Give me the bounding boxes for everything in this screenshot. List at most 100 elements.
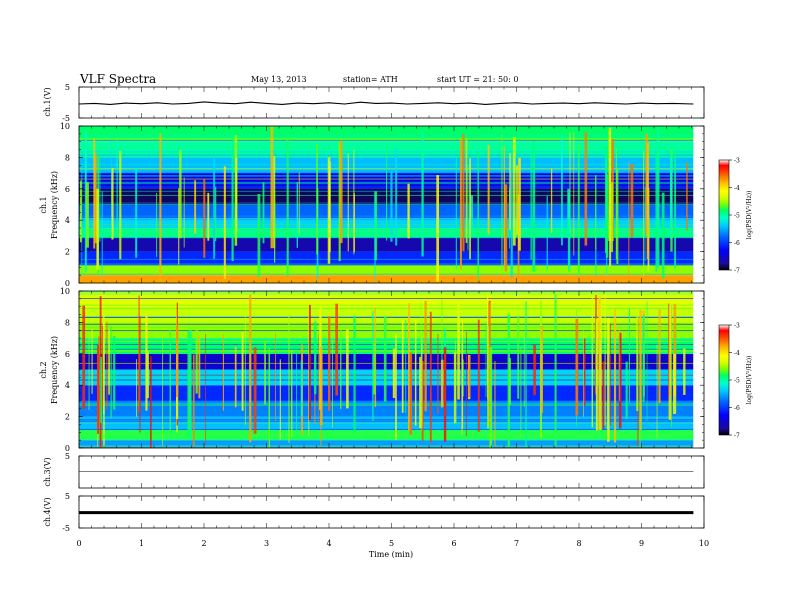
spectrogram-streak — [532, 141, 536, 272]
x-tick-label: 1 — [139, 539, 144, 548]
spectrogram-line — [79, 259, 694, 260]
x-tick-label: 7 — [514, 539, 519, 548]
colorbar-tick-label: -4 — [734, 185, 740, 192]
spectrogram-streak — [619, 332, 622, 429]
spectrogram-streak — [465, 139, 468, 243]
spectrogram-streak — [591, 297, 594, 428]
spectrogram-streak — [308, 301, 310, 437]
spectrogram-streak — [646, 300, 648, 421]
spectrogram-line — [79, 298, 694, 299]
y-tick-label: 0 — [65, 279, 70, 288]
spectrogram-band — [79, 306, 694, 323]
spectrogram-streak — [308, 304, 311, 421]
spectrogram-streak — [346, 329, 349, 409]
spectrogram-streak — [569, 131, 571, 240]
spectrogram-streak — [668, 303, 670, 396]
spectrogram-streak — [116, 139, 118, 230]
ch2-spectrogram-ylabel-frequency: Frequency (kHz) — [50, 336, 59, 404]
spectrogram-streak — [335, 303, 339, 396]
spectrogram-streak — [407, 183, 410, 239]
y-tick-label: 10 — [60, 122, 70, 131]
spectrogram-streak — [223, 166, 226, 279]
spectrogram-streak — [340, 330, 342, 410]
spectrogram-streak — [595, 318, 598, 431]
spectrogram-streak — [686, 162, 688, 231]
spectrogram-line — [79, 263, 694, 265]
y-tick-label: 5 — [65, 492, 70, 501]
spectrogram-streak — [462, 133, 465, 252]
spectrogram-streak — [674, 148, 677, 269]
spectrogram-streak — [421, 360, 424, 441]
spectrogram-streak — [253, 347, 257, 434]
ch1-colorbar: -3 -4 -5 -6 -7 log(PSD(V²/Hz)) — [718, 158, 753, 275]
spectrogram-streak — [683, 348, 686, 395]
spectrogram-streak — [401, 319, 404, 413]
spectrogram-streak — [525, 301, 527, 448]
x-tick-label: 0 — [76, 539, 81, 548]
spectrogram-line — [79, 139, 694, 141]
spectrogram-streak — [270, 126, 274, 249]
spectrogram-streak — [94, 154, 97, 244]
spectrogram-streak — [459, 139, 462, 270]
y-tick-label: 4 — [65, 381, 70, 390]
spectrogram-streak — [501, 134, 503, 271]
spectrogram-streak — [512, 136, 516, 246]
spectrogram-streak — [477, 152, 479, 281]
spectrogram-streak — [437, 333, 439, 415]
spectrogram-streak — [264, 340, 266, 405]
spectrogram-streak — [604, 292, 606, 426]
spectrogram-streak — [661, 192, 665, 279]
spectrogram-line — [79, 301, 694, 303]
spectrogram-line — [79, 422, 694, 424]
spectrogram-streak — [241, 331, 244, 411]
spectrogram-streak — [523, 337, 525, 407]
spectrogram-streak — [314, 321, 317, 395]
x-tick-label: 8 — [576, 539, 581, 548]
spectrogram-streak — [296, 349, 297, 435]
spectrogram-streak — [421, 338, 423, 428]
spectrogram-streak — [457, 302, 460, 400]
x-axis-title: Time (min) — [369, 550, 413, 559]
spectrogram-streak — [103, 319, 105, 448]
spectrogram-streak — [419, 356, 422, 429]
spectrogram-line — [79, 140, 694, 142]
spectrogram-band — [79, 265, 694, 276]
spectrogram-streak — [146, 351, 149, 399]
spectrogram-streak — [639, 338, 641, 448]
spectrogram-streak — [414, 319, 417, 426]
spectrogram-streak — [467, 164, 469, 251]
spectrogram-streak — [540, 325, 544, 413]
spectrogram-streak — [455, 155, 457, 270]
spectrogram-streak — [198, 335, 201, 399]
spectrogram-line — [79, 140, 694, 141]
spectrogram-streak — [487, 326, 489, 429]
spectrogram-band — [79, 440, 694, 448]
spectrogram-streak — [503, 146, 505, 266]
spectrogram-streak — [510, 154, 513, 278]
spectrogram-streak — [213, 156, 216, 259]
spectrogram-streak — [395, 334, 397, 440]
ch3-voltage-ylabel: ch.3(V) — [43, 457, 52, 486]
spectrogram-streak — [222, 334, 224, 411]
spectrogram-streak — [96, 188, 99, 270]
y-tick-label: 8 — [65, 153, 70, 162]
start-time-label: start UT = 21: 50: 0 — [437, 75, 518, 84]
spectrogram-streak — [533, 344, 536, 396]
colorbar-tick-label: -4 — [734, 350, 740, 357]
spectrogram-streak — [507, 314, 511, 447]
spectrogram-streak — [646, 142, 650, 259]
y-tick-label: 10 — [60, 287, 70, 296]
colorbar-tick-label: -6 — [734, 240, 740, 247]
spectrogram-streak — [530, 145, 532, 260]
spectrogram-line — [79, 273, 694, 275]
spectrogram-streak — [372, 310, 374, 422]
spectrogram-streak — [108, 330, 110, 395]
spectrogram-streak — [385, 146, 388, 241]
spectrogram-line — [79, 304, 694, 306]
spectrogram-streak — [156, 192, 158, 257]
spectrogram-streak — [195, 325, 198, 394]
spectrogram-streak — [441, 299, 443, 408]
spectrogram-band — [79, 251, 694, 266]
spectrogram-streak — [636, 311, 639, 412]
x-tick-label: 2 — [201, 539, 206, 548]
